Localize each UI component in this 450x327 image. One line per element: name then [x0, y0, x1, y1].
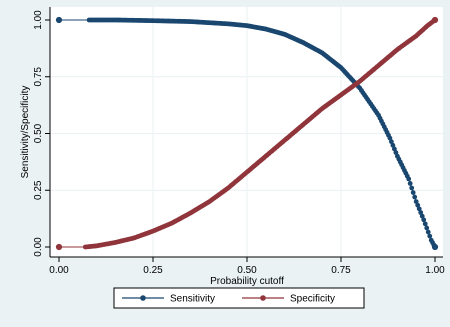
- y-tick-label: 0.25: [33, 180, 44, 200]
- data-point: [416, 206, 422, 212]
- data-point: [432, 17, 438, 23]
- legend: Sensitivity Specificity: [113, 287, 365, 309]
- data-point: [387, 135, 393, 141]
- legend-items: Sensitivity Specificity: [122, 294, 335, 305]
- tick-labels: 0.00 0.25 0.50 0.75 1.00 0.00 0.25 0.50 0.75 1.00: [33, 10, 445, 276]
- y-tick-label: 1.00: [33, 10, 44, 30]
- data-point: [407, 181, 413, 186]
- legend-box: [113, 287, 365, 309]
- y-axis-title: Sensitivity/Specificity: [20, 86, 31, 179]
- legend-label: Sensitivity: [170, 294, 215, 305]
- data-point: [413, 199, 419, 205]
- data-point: [55, 16, 63, 24]
- data-point: [388, 139, 394, 145]
- data-series: [55, 16, 439, 251]
- data-point: [409, 185, 415, 191]
- x-axis-title: Probability cutoff: [210, 276, 284, 287]
- data-point: [410, 190, 416, 195]
- data-point: [432, 244, 438, 250]
- x-tick-label: 0.50: [237, 265, 257, 276]
- data-point: [419, 213, 425, 219]
- data-point: [421, 217, 427, 223]
- data-point: [393, 150, 399, 155]
- x-tick-label: 0.25: [143, 265, 163, 276]
- data-point: [391, 146, 397, 152]
- data-point: [427, 233, 433, 239]
- data-point: [415, 202, 421, 208]
- y-tick-label: 0.50: [33, 123, 44, 143]
- data-point: [422, 221, 428, 227]
- x-tick-label: 0.75: [331, 265, 351, 276]
- y-tick-label: 0.75: [33, 67, 44, 87]
- data-point: [390, 142, 396, 148]
- legend-marker: [260, 295, 266, 301]
- legend-marker: [140, 295, 146, 301]
- grid-lines: [50, 7, 443, 257]
- axes: [45, 7, 443, 262]
- legend-item-specificity: Specificity: [242, 294, 335, 305]
- data-point: [412, 194, 418, 200]
- y-tick-label: 0.00: [33, 237, 44, 257]
- data-point: [424, 225, 430, 231]
- data-point: [406, 176, 412, 182]
- legend-item-sensitivity: Sensitivity: [122, 294, 215, 305]
- series-sensitivity: [55, 16, 439, 251]
- data-point: [425, 229, 431, 235]
- data-point: [418, 210, 424, 215]
- series-specificity: [55, 16, 439, 251]
- legend-label: Specificity: [290, 294, 335, 305]
- x-tick-label: 0.00: [49, 265, 69, 276]
- data-point: [55, 243, 63, 251]
- x-tick-label: 1.00: [425, 265, 445, 276]
